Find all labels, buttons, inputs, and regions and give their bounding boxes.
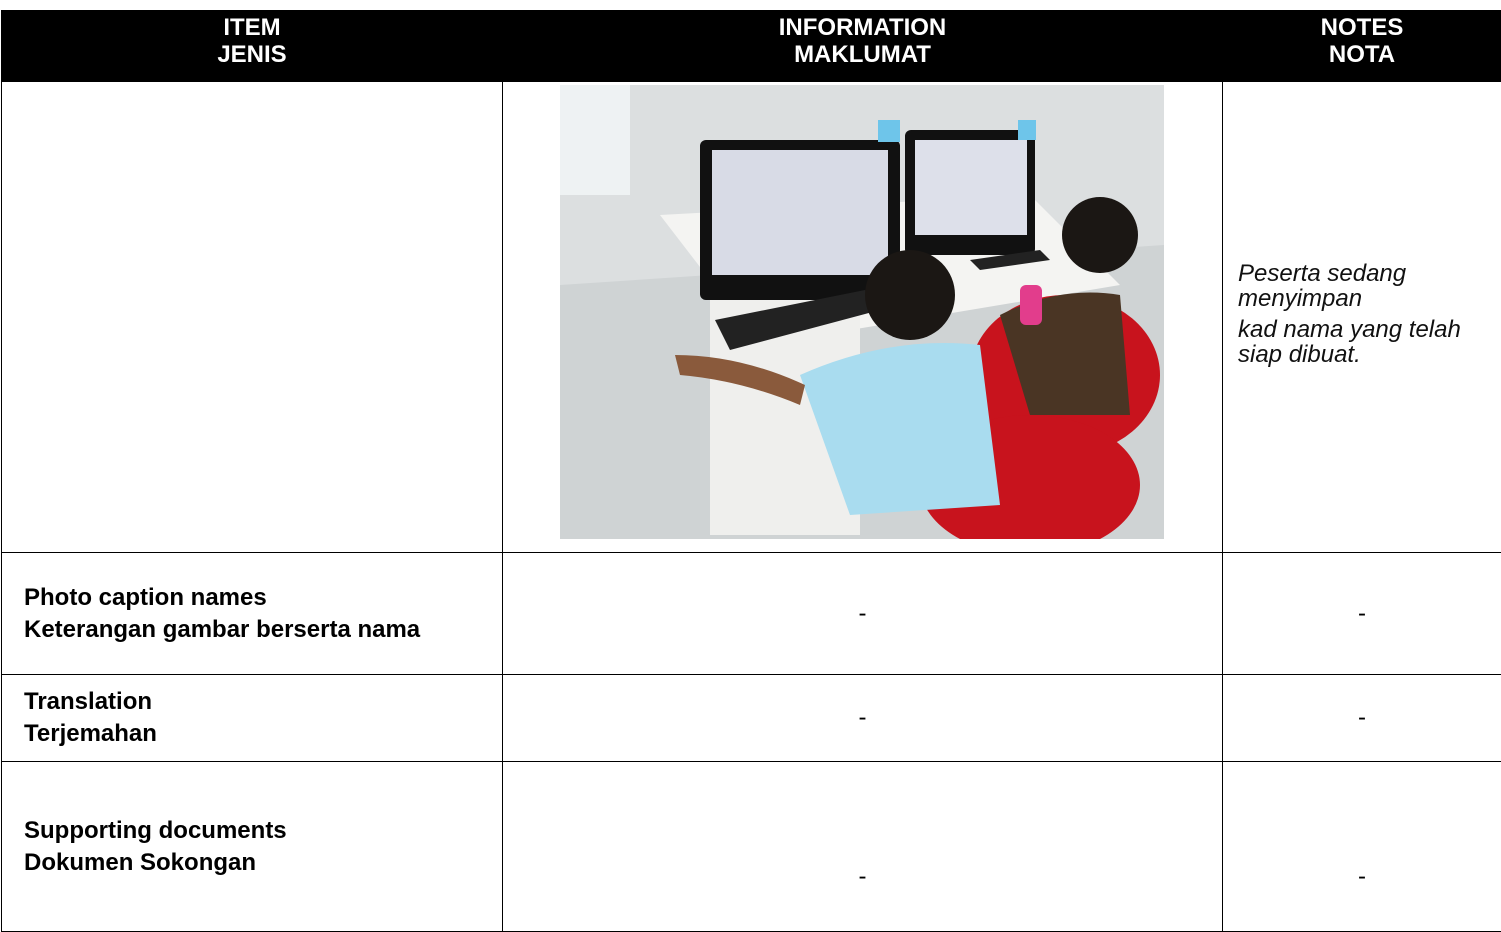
header-text: MAKLUMAT: [503, 41, 1222, 68]
info-cell: -: [503, 762, 1223, 932]
header-text: ITEM: [2, 14, 502, 41]
info-cell: -: [503, 553, 1223, 675]
header-text: NOTA: [1223, 41, 1501, 68]
notes-text: -: [1358, 863, 1366, 890]
info-cell: -: [503, 675, 1223, 762]
photo-cell: [503, 82, 1223, 553]
notes-cell: -: [1223, 553, 1501, 675]
notes-cell: -: [1223, 675, 1501, 762]
notes-text: -: [1358, 704, 1366, 731]
item-text: Dokumen Sokongan: [24, 848, 502, 878]
note-text: Peserta sedang menyimpan: [1238, 261, 1491, 311]
header-text: INFORMATION: [503, 14, 1222, 41]
note-text: kad nama yang telah siap dibuat.: [1238, 317, 1491, 367]
item-text: Photo caption names: [24, 583, 502, 613]
info-text: -: [859, 863, 867, 890]
notes-text: -: [1358, 600, 1366, 627]
header-text: JENIS: [2, 41, 502, 68]
info-text: -: [859, 704, 867, 731]
notes-cell: Peserta sedang menyimpan kad nama yang t…: [1223, 82, 1501, 553]
header-text: NOTES: [1223, 14, 1501, 41]
item-text: Terjemahan: [24, 719, 502, 749]
notes-cell: -: [1223, 762, 1501, 932]
photo: [560, 85, 1164, 539]
item-text: Translation: [24, 687, 502, 717]
item-text: Supporting documents: [24, 816, 502, 846]
item-text: Keterangan gambar berserta nama: [24, 615, 444, 645]
info-text: -: [859, 600, 867, 627]
photo-row: Peserta sedang menyimpan kad nama yang t…: [2, 82, 1501, 553]
cell: [2, 82, 503, 553]
